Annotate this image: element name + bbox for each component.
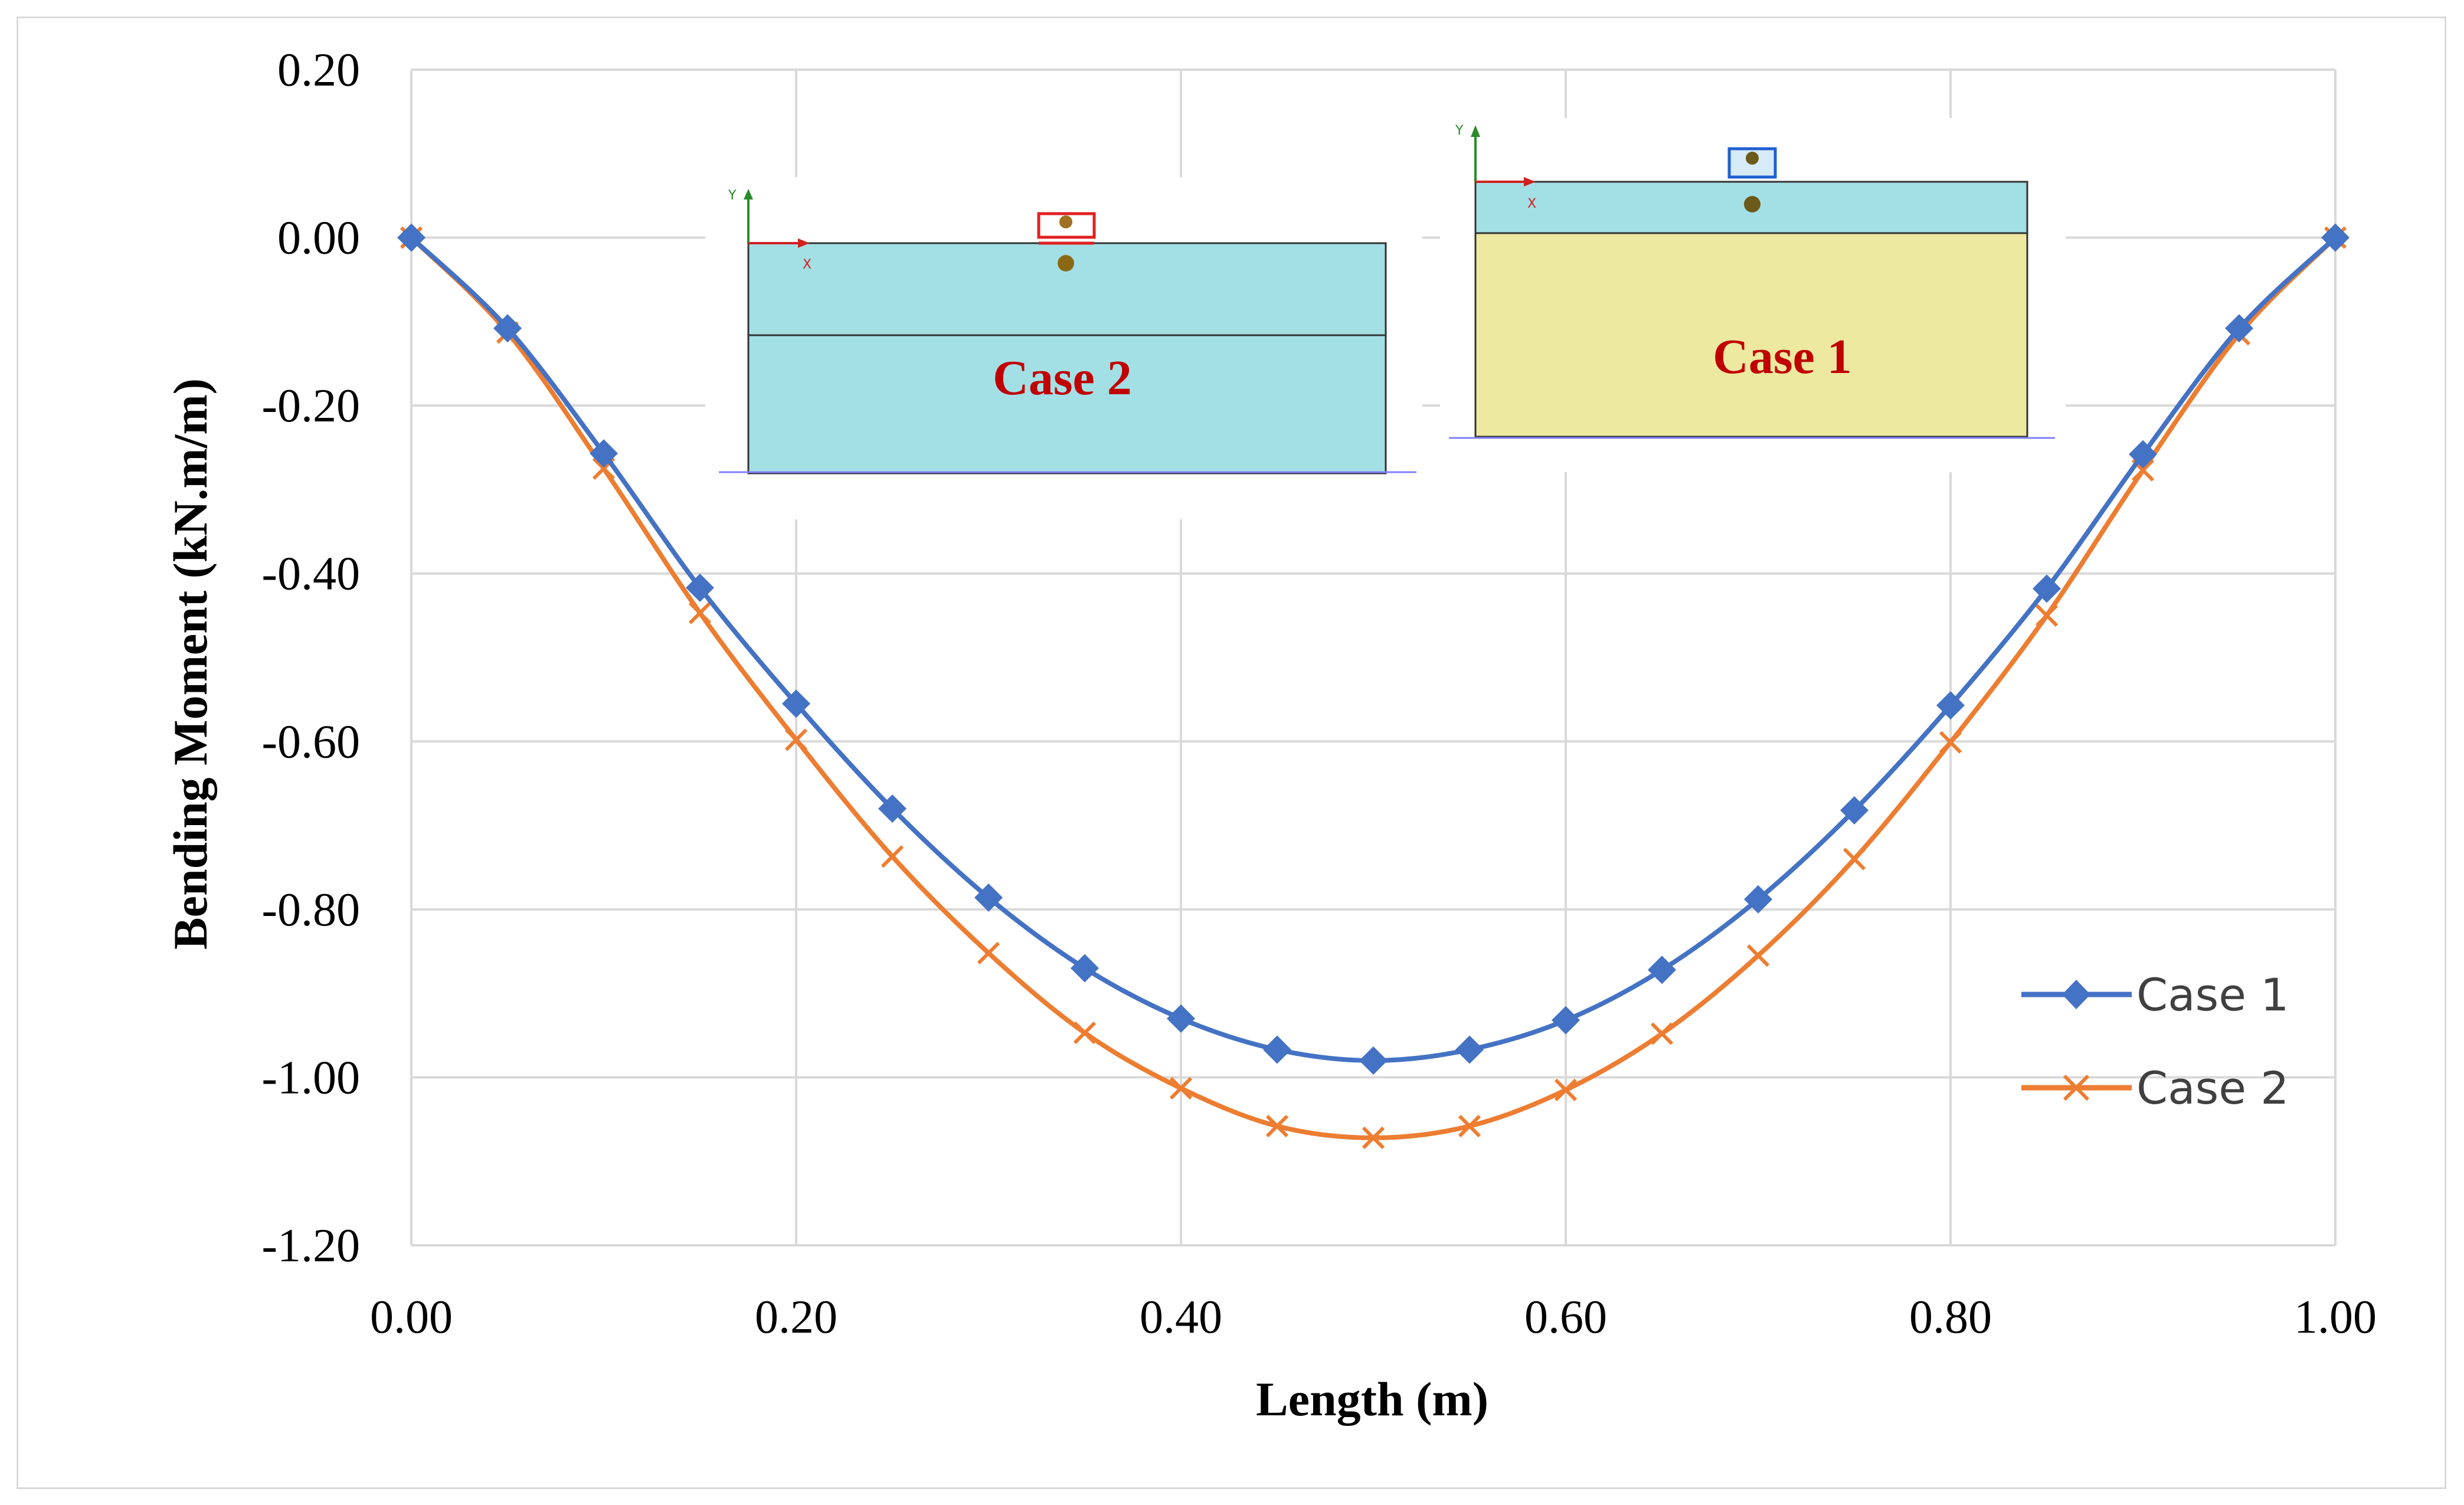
case-2-point: [2035, 604, 2059, 627]
x-tick-label: 1.00: [2294, 1291, 2377, 1343]
inset-case-2-node-icon: [1059, 215, 1072, 228]
x-tick-label: 0.80: [1909, 1291, 1992, 1343]
inset-case-1: Y X Case 1: [1440, 118, 2066, 472]
inset-case-1-node-icon: [1746, 152, 1759, 165]
y-tick-label: -0.40: [261, 548, 360, 600]
case-1-point: [493, 314, 522, 343]
case-1-point: [1071, 954, 1099, 983]
legend-case-2-marker: [2063, 1074, 2090, 1101]
svg-text:Y: Y: [728, 188, 737, 203]
y-tick-label: -0.80: [261, 884, 360, 936]
case-1-point: [1840, 796, 1869, 825]
case-1-point: [2225, 314, 2253, 343]
case-1-point: [1744, 885, 1772, 914]
case-2-point: [1746, 944, 1770, 967]
case-1-point: [878, 794, 907, 823]
inset-case-2-load-icon: [1037, 212, 1096, 239]
case-1-point: [2321, 223, 2350, 252]
y-tick-label: -1.20: [261, 1220, 360, 1272]
y-tick-label: 0.00: [277, 212, 360, 264]
x-tick-label: 0.40: [1140, 1291, 1222, 1343]
x-tick-label: 0.60: [1524, 1291, 1607, 1343]
case-1-point: [1263, 1035, 1291, 1064]
case-2-point: [1169, 1077, 1193, 1100]
inset-case-2-soil-block: [747, 242, 1387, 475]
case-2-point: [1939, 731, 1962, 754]
case-2-point: [1073, 1021, 1097, 1045]
x-axis-title: Length (m): [1256, 1372, 1488, 1426]
legend-case-1-marker: [2062, 980, 2090, 1009]
case-2-point: [1554, 1078, 1578, 1101]
y-tick-label: -0.20: [261, 380, 360, 432]
case-2-point: [1458, 1114, 1481, 1138]
case-1-point: [1167, 1004, 1195, 1033]
legend-case-1-label: Case 1: [2136, 969, 2289, 1021]
y-axis-title: Bending Moment (kN.m/m): [163, 378, 217, 950]
case-2-point: [1650, 1022, 1674, 1045]
inset-case-2: Y X Case 2: [705, 177, 1422, 519]
legend-case-2-label: Case 2: [2136, 1062, 2289, 1114]
svg-text:Y: Y: [1455, 123, 1464, 138]
case-2-point: [688, 601, 712, 624]
case-2-point: [977, 941, 1000, 964]
inset-case-1-anchor-icon: [1744, 196, 1761, 212]
y-tick-label: -0.60: [261, 716, 360, 768]
case-1-point: [1455, 1035, 1484, 1064]
svg-text:X: X: [1527, 197, 1536, 211]
inset-case-1-label: Case 1: [1713, 329, 1852, 384]
inset-case-2-anchor-icon: [1058, 255, 1074, 271]
case-2-point: [1362, 1126, 1385, 1149]
case-2-point: [1265, 1114, 1289, 1138]
legend: Case 1 Case 2: [2021, 969, 2289, 1114]
case-1-point: [1936, 691, 1965, 720]
case-1-point: [974, 883, 1003, 912]
y-tick-label: -1.00: [261, 1052, 360, 1104]
case-1-point: [686, 573, 714, 602]
case-2-point: [1843, 848, 1866, 871]
axis-layer: 0.200.00-0.20-0.40-0.60-0.80-1.00-1.200.…: [261, 44, 2377, 1343]
y-tick-label: 0.20: [277, 44, 360, 96]
case-1-point: [2033, 574, 2061, 603]
case-2-point: [784, 728, 808, 751]
case-2-point: [881, 845, 904, 868]
case-1-point: [1648, 956, 1676, 984]
case-1-point: [1359, 1046, 1388, 1075]
case-1-point: [590, 439, 618, 468]
case-1-point: [397, 223, 426, 252]
inset-case-2-label: Case 2: [993, 351, 1132, 405]
case-1-point: [782, 689, 810, 718]
x-tick-label: 0.00: [370, 1291, 453, 1343]
case-1-point: [2129, 440, 2157, 469]
series-layer: [397, 223, 2350, 1149]
x-tick-label: 0.20: [755, 1291, 837, 1343]
inset-case-1-lower-layer: [1474, 232, 2028, 438]
case-1-point: [1552, 1006, 1580, 1035]
svg-text:X: X: [803, 257, 811, 272]
